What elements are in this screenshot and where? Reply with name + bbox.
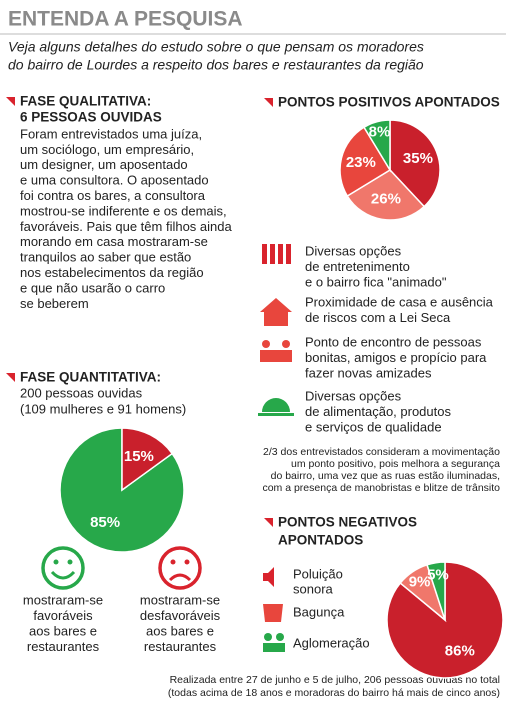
crowd-icon [262, 244, 291, 264]
sad-face [158, 546, 202, 590]
face-caption: mostraram-se [23, 592, 103, 607]
body-text: tranquilos ao saber que estão [20, 250, 191, 265]
pie-slice [121, 427, 174, 492]
footer: (todas acima de 18 anos e moradoras do b… [168, 687, 500, 699]
list-item: Diversas opções [305, 388, 402, 403]
face-caption: desfavoráveis [140, 608, 221, 623]
crowd-icon [263, 633, 285, 652]
body-text: se beberem [20, 296, 89, 311]
mess-icon [263, 604, 283, 622]
list-item: Aglomeração [293, 635, 370, 650]
bullet [6, 97, 15, 106]
section-subheading: 6 PESSOAS OUVIDAS [20, 110, 162, 125]
list-item: Diversas opções [305, 243, 402, 258]
slice-label: 23% [346, 154, 376, 171]
note: 2/3 dos entrevistados consideram a movim… [263, 446, 500, 458]
list-item: bonitas, amigos e propício para [305, 350, 487, 365]
bullet [264, 518, 273, 527]
body-text: Foram entrevistados uma juíza, [20, 126, 202, 141]
note: com a presença de manobristas e blitze d… [262, 482, 500, 494]
section-heading: FASE QUALITATIVA: [20, 94, 151, 109]
bullet [264, 98, 273, 107]
slice-label: 8% [369, 123, 391, 140]
list-item: Ponto de encontro de pessoas [305, 334, 482, 349]
list-item: de entretenimento [305, 259, 410, 274]
note: do bairro, uma vez que as ruas estão ilu… [271, 470, 500, 482]
body-text: um designer, um aposentado [20, 157, 188, 172]
footer: Realizada entre 27 de junho e 5 de julho… [170, 674, 500, 686]
slice-label: 85% [90, 514, 120, 531]
slice-label: 5% [427, 566, 449, 583]
body-text: mostrou-se indiferente e os demais, [20, 203, 227, 218]
list-item: de riscos com a Lei Seca [305, 310, 451, 325]
body-text: foi contra os bares, a consultora [20, 188, 206, 203]
body-text: 200 pessoas ouvidas [20, 385, 143, 400]
list-item: sonora [293, 581, 334, 596]
list-item: Bagunça [293, 604, 345, 619]
subtitle: Veja alguns detalhes do estudo sobre o q… [8, 39, 424, 55]
body-text: morando em casa mostraram-se [20, 234, 208, 249]
slice-label: 35% [403, 150, 433, 167]
list-item: e serviços de qualidade [305, 419, 442, 434]
meeting-icon [260, 340, 292, 362]
slice-label: 9% [409, 574, 431, 591]
pie-slice [362, 119, 391, 173]
food-icon [258, 398, 294, 416]
bullet [6, 373, 15, 382]
pie-slice [346, 169, 426, 221]
pie-slice [389, 119, 441, 208]
chart-title: FASE QUANTITATIVA: [20, 370, 161, 385]
body-text: favoráveis. Pais que têm filhos ainda [20, 219, 232, 234]
body-text: (109 mulheres e 91 homens) [20, 401, 186, 416]
chart-title: PONTOS NEGATIVOS [278, 515, 417, 530]
slice-label: 26% [371, 191, 401, 208]
body-text: nos estabelecimentos da região [20, 265, 204, 280]
face-caption: mostraram-se [140, 592, 220, 607]
face-caption: restaurantes [144, 639, 217, 654]
subtitle: do bairro de Lourdes a respeito dos bare… [8, 57, 424, 73]
list-item: fazer novas amizades [305, 365, 432, 380]
sound-icon [263, 567, 274, 587]
list-item: e o bairro fica "animado" [305, 274, 447, 289]
body-text: um sociólogo, um empresário, [20, 142, 194, 157]
pie-slice [339, 126, 392, 198]
chart-title: PONTOS POSITIVOS APONTADOS [278, 95, 500, 110]
body-text: e uma consultora. O aposentado [20, 173, 209, 188]
face-caption: aos bares e [146, 623, 214, 638]
slice-label: 86% [445, 642, 475, 659]
page-title: ENTENDA A PESQUISA [8, 8, 243, 31]
pie-slice [426, 561, 446, 621]
body-text: e que não usarão o carro [20, 280, 165, 295]
face-caption: restaurantes [27, 639, 100, 654]
house-icon [260, 298, 292, 326]
face-caption: favoráveis [33, 608, 93, 623]
note: um ponto positivo, pois melhora a segura… [291, 458, 500, 470]
list-item: de alimentação, produtos [305, 404, 451, 419]
happy-face [41, 546, 85, 590]
face-caption: aos bares e [29, 623, 97, 638]
slice-label: 15% [124, 448, 154, 465]
chart-title: APONTADOS [278, 533, 363, 548]
list-item: Proximidade de casa e ausência [305, 294, 494, 309]
list-item: Poluição [293, 566, 343, 581]
